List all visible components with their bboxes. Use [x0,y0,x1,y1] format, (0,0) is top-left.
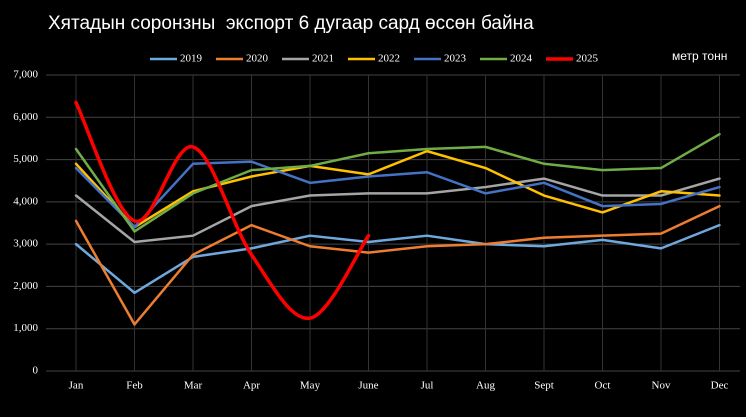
y-tick-label: 0 [33,365,39,377]
series-line [74,149,721,229]
x-tick-label: Jul [421,380,434,392]
legend-label: 2022 [378,53,400,65]
legend-label: 2021 [312,53,334,65]
chart-title: Хятадын соронзны экспорт 6 дугаар сард ө… [48,13,534,34]
series-line [74,204,721,326]
y-tick-label: 7,000 [13,69,38,81]
x-tick-label: Jan [69,380,84,392]
x-tick-label: Dec [711,380,729,392]
x-tick-label: Feb [126,380,143,392]
y-tick-label: 4,000 [13,195,38,207]
series-line [74,100,371,320]
x-tick-label: Mar [184,380,203,392]
y-tick-label: 6,000 [13,111,38,123]
x-tick-label: June [358,380,378,392]
legend-label: 2023 [444,53,467,65]
series-line [74,223,721,295]
x-tick-label: Nov [652,380,671,392]
y-tick-label: 5,000 [13,153,38,165]
y-axis-label: метр тонн [672,49,727,63]
y-tick-label: 2,000 [13,280,38,292]
legend-label: 2020 [246,53,269,65]
x-tick-label: Oct [595,380,611,392]
y-tick-label: 3,000 [13,238,38,250]
legend-label: 2019 [180,53,203,65]
x-tick-label: Apr [243,380,260,392]
legend-label: 2024 [510,53,533,65]
x-tick-label: Aug [476,380,495,392]
x-tick-label: Sept [534,380,554,392]
y-tick-label: 1,000 [13,322,38,334]
series-line [74,132,721,233]
legend-label: 2025 [576,53,599,65]
x-tick-label: May [300,380,321,392]
series-line [74,177,721,244]
series-line [74,160,721,229]
